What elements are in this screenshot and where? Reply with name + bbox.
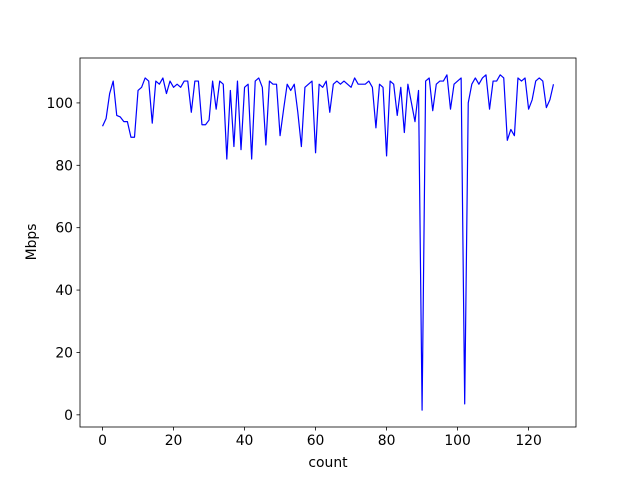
y-tick-label: 0 <box>64 408 73 424</box>
x-tick-label: 40 <box>236 433 254 449</box>
plot-frame <box>79 57 577 428</box>
x-axis-label: count <box>308 455 348 471</box>
x-tick-label: 20 <box>165 433 183 449</box>
y-tick-label: 80 <box>55 158 73 174</box>
y-tick-label: 100 <box>46 96 73 112</box>
x-tick-label: 120 <box>515 433 542 449</box>
x-tick-label: 100 <box>444 433 471 449</box>
y-tick-label: 40 <box>55 283 73 299</box>
x-tick-label: 60 <box>307 433 325 449</box>
y-tick-label: 20 <box>55 345 73 361</box>
y-tick-label: 60 <box>55 221 73 237</box>
y-axis-label: Mbps <box>24 224 40 261</box>
x-tick-label: 80 <box>378 433 396 449</box>
data-line <box>101 74 555 411</box>
x-tick-label: 0 <box>98 433 107 449</box>
